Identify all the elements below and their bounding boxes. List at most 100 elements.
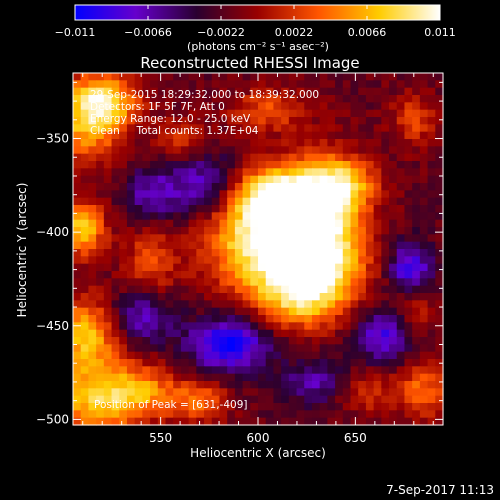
heatmap-cell [389,300,398,309]
heatmap-cell [219,168,228,177]
heatmap-cell [265,124,275,133]
heatmap-cell [211,109,221,118]
heatmap-cell [204,205,213,213]
heatmap-cell [319,315,328,323]
heatmap-cell [389,80,398,89]
heatmap-cell [111,373,120,382]
heatmap-cell [396,417,406,426]
heatmap-cell [188,410,197,419]
heatmap-cell [242,175,251,184]
heatmap-cell [319,307,328,316]
heatmap-cell [96,146,105,155]
heatmap-cell [273,109,282,118]
heatmap-cell [319,366,328,375]
heatmap-cell [258,117,267,125]
heatmap-cell [296,241,305,250]
heatmap-cell [288,73,298,81]
heatmap-cell [288,256,298,265]
heatmap-cell [335,80,344,89]
heatmap-cell [250,263,259,272]
heatmap-cell [173,351,182,360]
heatmap-cell [165,190,174,199]
heatmap-cell [327,359,336,367]
heatmap-cell [119,175,128,184]
heatmap-cell [119,388,128,397]
heatmap-cell [396,227,406,235]
heatmap-cell [80,153,90,162]
heatmap-cell [173,359,182,367]
heatmap-cell [111,197,120,206]
heatmap-cell [419,175,429,184]
heatmap-cell [296,175,305,184]
heatmap-cell [288,175,298,184]
heatmap-cell [304,373,313,382]
heatmap-cell [165,73,174,81]
heatmap-cell [365,190,375,199]
heatmap-cell [265,197,275,206]
heatmap-cell [335,205,344,213]
heatmap-cell [142,234,151,243]
heatmap-cell [258,205,267,213]
heatmap-cell [304,329,313,338]
heatmap-cell [165,322,174,331]
heatmap-cell [311,161,321,169]
heatmap-cell [273,227,282,235]
heatmap-cell [427,139,436,147]
heatmap-cell [389,373,398,382]
heatmap-cell [126,249,136,257]
heatmap-cell [419,388,429,397]
heatmap-cell [211,190,221,199]
heatmap-cell [412,359,421,367]
heatmap-cell [389,175,398,184]
colorbar-tick-label: 0.011 [424,26,456,39]
heatmap-cell [173,417,182,426]
heatmap-cell [265,219,275,228]
heatmap-cell [211,373,221,382]
heatmap-cell [196,168,205,177]
heatmap-cell [404,256,413,265]
heatmap-cell [88,263,97,272]
heatmap-cell [234,87,244,96]
heatmap-cell [412,241,421,250]
heatmap-cell [427,351,436,360]
heatmap-cell [227,95,236,103]
heatmap-cell [365,315,375,323]
heatmap-cell [281,293,290,301]
heatmap-cell [204,131,213,140]
heatmap-cell [150,344,159,353]
heatmap-cell [196,139,205,147]
heatmap-cell [373,227,382,235]
heatmap-cell [350,307,359,316]
heatmap-cell [211,395,221,404]
heatmap-cell [381,307,390,316]
heatmap-cell [188,80,197,89]
heatmap-cell [180,234,190,243]
heatmap-cell [381,351,390,360]
heatmap-cell [211,256,221,265]
heatmap-cell [404,410,413,419]
heatmap-cell [273,278,282,287]
heatmap-cell [134,307,143,316]
heatmap-cell [281,131,290,140]
heatmap-cell [258,271,267,279]
heatmap-cell [165,212,174,221]
heatmap-cell [242,373,251,382]
heatmap-cell [80,359,90,367]
heatmap-cell [350,249,359,257]
heatmap-cell [427,205,436,213]
heatmap-cell [389,403,398,411]
heatmap-cell [311,322,321,331]
heatmap-cell [188,87,197,96]
heatmap-cell [250,197,259,206]
heatmap-cell [365,139,375,147]
heatmap-cell [196,417,205,426]
heatmap-cell [188,329,197,338]
heatmap-cell [165,102,174,111]
heatmap-cell [319,300,328,309]
heatmap-cell [134,87,143,96]
heatmap-cell [381,197,390,206]
heatmap-cell [335,87,344,96]
heatmap-cell [219,73,228,81]
heatmap-cell [265,278,275,287]
heatmap-cell [150,227,159,235]
